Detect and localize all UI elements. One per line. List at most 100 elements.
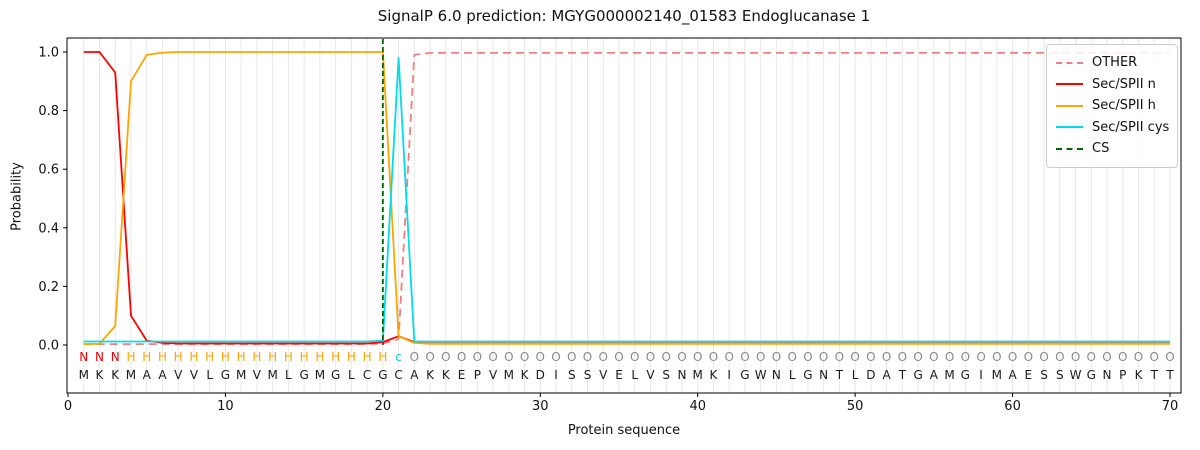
sequence-letter: L [285,368,292,382]
legend-label-sec-spii-cys: Sec/SPII cys [1092,119,1170,135]
sequence-letter: K [111,368,120,382]
annotation-letter: O [803,350,812,364]
annotation-letter: O [961,350,970,364]
annotation-letter: O [410,350,419,364]
annotation-letter: O [425,350,434,364]
legend-line-other [1056,61,1083,64]
annotation-letter: O [1150,350,1159,364]
annotation-letter: H [315,350,324,364]
sequence-letter: W [755,368,767,382]
sequence-letter: N [677,368,686,382]
sequence-letter: K [426,368,435,382]
x-tick-label: 50 [847,399,864,414]
annotation-letter: O [504,350,513,364]
annotation-letter: O [599,350,608,364]
annotation-letter: O [646,350,655,364]
legend-line-cs [1056,147,1083,150]
series-sec-spii-h [83,51,1170,345]
x-tick-label: 40 [689,399,706,414]
sequence-letter: A [883,368,892,382]
sequence-letter: S [662,368,670,382]
sequence-letter: G [221,368,230,382]
annotation-letter: O [1008,350,1017,364]
sequence-letter: I [727,368,731,382]
sequence-letter: M [126,368,136,382]
sequence-letter: M [79,368,89,382]
annotation-letter: N [111,350,120,364]
annotation-letter: O [866,350,875,364]
y-tick-label: 0.6 [38,163,59,178]
sequence-letter: E [1025,368,1033,382]
sequence-letter: G [803,368,812,382]
annotation-letter: O [473,350,482,364]
annotation-letter: H [268,350,277,364]
sequence-letter: L [206,368,213,382]
sequence-letter: A [930,368,939,382]
annotation-letter: O [850,350,859,364]
annotation-letter: H [347,350,356,364]
annotation-letter: O [693,350,702,364]
legend-line-sec-spii-n [1056,83,1083,86]
legend-item-cs: CS [1056,138,1167,160]
annotation-letter: O [1039,350,1048,364]
sequence-letter: L [852,368,859,382]
sequence-letter: V [489,368,498,382]
sequence-letter: D [866,368,875,382]
annotation-letter: O [1165,350,1174,364]
annotation-letter: O [724,350,733,364]
sequence-letter: G [740,368,749,382]
annotation-letter: O [457,350,466,364]
sequence-letter: S [1040,368,1048,382]
annotation-letter: H [378,350,387,364]
annotation-letter: H [126,350,135,364]
sequence-letter: A [1008,368,1017,382]
sequence-letter: L [631,368,638,382]
sequence-letter: N [819,368,828,382]
annotation-letter: H [189,350,198,364]
sequence-letter: M [315,368,325,382]
annotation-letter: O [1071,350,1080,364]
x-tick-label: 0 [64,399,72,414]
annotation-letter: O [929,350,938,364]
sequence-letter: S [1056,368,1064,382]
annotation-letter: O [913,350,922,364]
annotation-letter: O [488,350,497,364]
sequence-letter: D [536,368,545,382]
series-other [83,52,1170,346]
y-tick-label: 0.8 [38,104,59,119]
sequence-letter: A [158,368,167,382]
annotation-letter: O [1024,350,1033,364]
x-tick-label: 30 [532,399,549,414]
legend-label-sec-spii-h: Sec/SPII h [1092,98,1156,114]
annotation-letter: O [1118,350,1127,364]
sequence-letter: K [442,368,451,382]
annotation-letter: O [1055,350,1064,364]
annotation-letter: c [395,350,402,364]
annotation-letter: O [992,350,1001,364]
annotation-letter: H [331,350,340,364]
sequence-letter: K [96,368,105,382]
annotation-letter: O [835,350,844,364]
annotation-letter: N [95,350,104,364]
sequence-letter: V [253,368,262,382]
y-tick-label: 0.4 [38,221,59,236]
annotation-letter: O [567,350,576,364]
annotation-letter: H [252,350,261,364]
x-tick-label: 10 [217,399,234,414]
sequence-letter: M [504,368,514,382]
x-axis-label: Protein sequence [567,423,681,438]
sequence-letter: S [568,368,576,382]
legend-item-sec-spii-n: Sec/SPII n [1056,74,1167,96]
annotation-letter: O [898,350,907,364]
sequence-letter: G [1087,368,1096,382]
annotation-letter: O [740,350,749,364]
annotation-letter: H [300,350,309,364]
sequence-letter: V [599,368,608,382]
legend-item-sec-spii-cys: Sec/SPII cys [1056,117,1170,139]
sequence-letter: I [979,368,983,382]
annotation-letter: O [787,350,796,364]
annotation-letter: H [284,350,293,364]
legend-label-other: OTHER [1092,55,1138,71]
chart-title: SignalP 6.0 prediction: MGYG000002140_01… [377,7,871,25]
sequence-letter: T [898,368,907,382]
